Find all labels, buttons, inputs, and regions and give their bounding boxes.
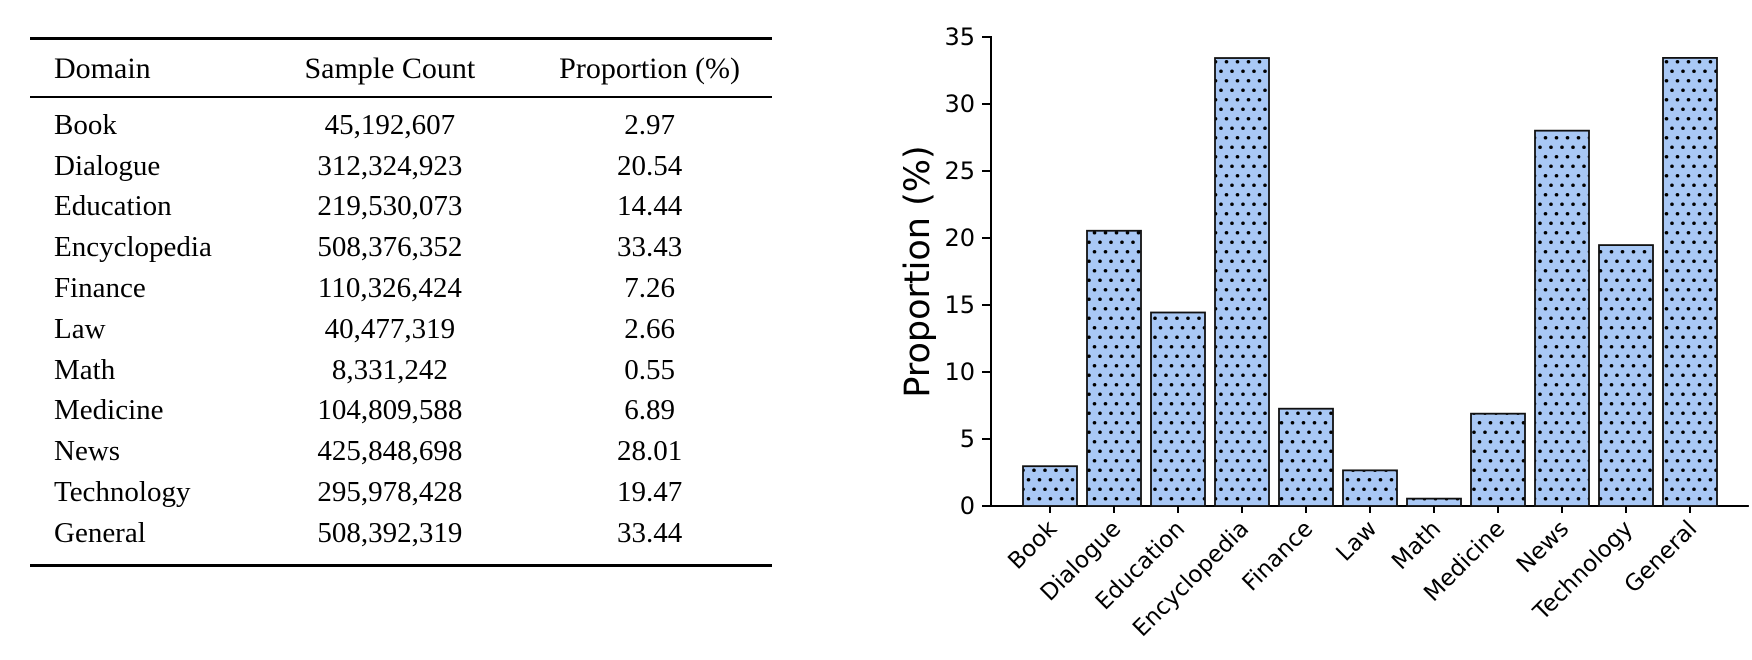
table-row: Dialogue 312,324,923 20.54 (30, 146, 772, 187)
table-row: Finance 110,326,424 7.26 (30, 268, 772, 309)
x-tick-label-news: News (1512, 516, 1574, 578)
table-header-row: Domain Sample Count Proportion (%) (30, 38, 772, 98)
cell-proportion: 20.54 (616, 149, 683, 182)
cell-proportion: 33.44 (616, 516, 683, 549)
bar-dialogue (1086, 229, 1142, 507)
table-row: General 508,392,319 33.44 (30, 513, 772, 565)
y-tick-label: 35 (944, 23, 975, 51)
x-tick-label-encyclopedia: Encyclopedia (1128, 516, 1254, 642)
x-tick-label-book: Book (1003, 515, 1062, 574)
cell-domain: Encyclopedia (54, 231, 212, 264)
cell-proportion: 33.43 (616, 231, 683, 264)
table-row: Book 45,192,607 2.97 (30, 97, 772, 146)
y-tick-label: 25 (944, 157, 975, 185)
y-tick-label: 15 (944, 291, 975, 319)
table-row: Law 40,477,319 2.66 (30, 309, 772, 350)
cell-sample-count: 40,477,319 (324, 312, 456, 345)
cell-proportion: 19.47 (616, 476, 683, 509)
cell-proportion: 14.44 (616, 190, 683, 223)
x-tick-label-math: Math (1387, 516, 1446, 575)
table-row: Encyclopedia 508,376,352 33.43 (30, 227, 772, 268)
bar-technology (1598, 244, 1654, 507)
domain-table: Domain Sample Count Proportion (%) Book 4… (30, 37, 772, 567)
x-tick-label-law: Law (1332, 516, 1383, 567)
cell-sample-count: 104,809,588 (317, 394, 463, 427)
cell-sample-count: 425,848,698 (317, 435, 463, 468)
bar-news (1534, 129, 1590, 507)
table-row: Education 219,530,073 14.44 (30, 187, 772, 228)
cell-sample-count: 508,392,319 (317, 516, 463, 549)
cell-domain: Medicine (54, 394, 164, 427)
y-tick-label: 0 (960, 492, 975, 520)
table-row: Math 8,331,242 0.55 (30, 350, 772, 391)
cell-sample-count: 295,978,428 (317, 476, 463, 509)
bar-encyclopedia (1214, 57, 1270, 507)
cell-proportion: 6.89 (624, 394, 675, 427)
cell-sample-count: 219,530,073 (317, 190, 463, 223)
cell-domain: Math (54, 353, 116, 386)
bar-finance (1278, 407, 1334, 507)
cell-proportion: 7.26 (624, 272, 675, 305)
cell-sample-count: 8,331,242 (331, 353, 448, 386)
header-sample-count: Sample Count (252, 38, 528, 98)
bar-book (1022, 465, 1078, 507)
y-tick-label: 20 (944, 224, 975, 252)
table-row: Technology 295,978,428 19.47 (30, 472, 772, 513)
cell-domain: Book (54, 108, 117, 141)
cell-domain: Dialogue (54, 149, 161, 182)
header-domain: Domain (30, 38, 253, 98)
cell-sample-count: 508,376,352 (317, 231, 463, 264)
bar-math (1406, 497, 1462, 507)
y-tick-label: 10 (944, 358, 975, 386)
cell-proportion: 2.66 (624, 312, 675, 345)
bar-education (1150, 311, 1206, 507)
bar-general (1662, 57, 1718, 507)
y-axis-label: Proportion (%) (898, 145, 938, 397)
cell-proportion: 2.97 (624, 108, 675, 141)
cell-domain: Technology (54, 476, 191, 509)
cell-domain: Finance (54, 272, 146, 305)
cell-sample-count: 45,192,607 (324, 108, 456, 141)
table-row: News 425,848,698 28.01 (30, 431, 772, 472)
cell-domain: General (54, 516, 146, 549)
cell-sample-count: 312,324,923 (317, 149, 463, 182)
cell-sample-count: 110,326,424 (317, 272, 462, 305)
bar-law (1342, 469, 1398, 507)
header-proportion: Proportion (%) (527, 38, 772, 98)
x-tick-label-finance: Finance (1238, 516, 1319, 597)
cell-proportion: 0.55 (624, 353, 675, 386)
cell-proportion: 28.01 (616, 435, 683, 468)
cell-domain: Law (54, 312, 106, 345)
y-tick-label: 5 (960, 425, 975, 453)
y-tick-label: 30 (944, 90, 975, 118)
cell-domain: News (54, 435, 121, 468)
table-row: Medicine 104,809,588 6.89 (30, 391, 772, 432)
domain-table-panel: Domain Sample Count Proportion (%) Book 4… (30, 37, 772, 567)
cell-domain: Education (54, 190, 172, 223)
bar-medicine (1470, 412, 1526, 507)
